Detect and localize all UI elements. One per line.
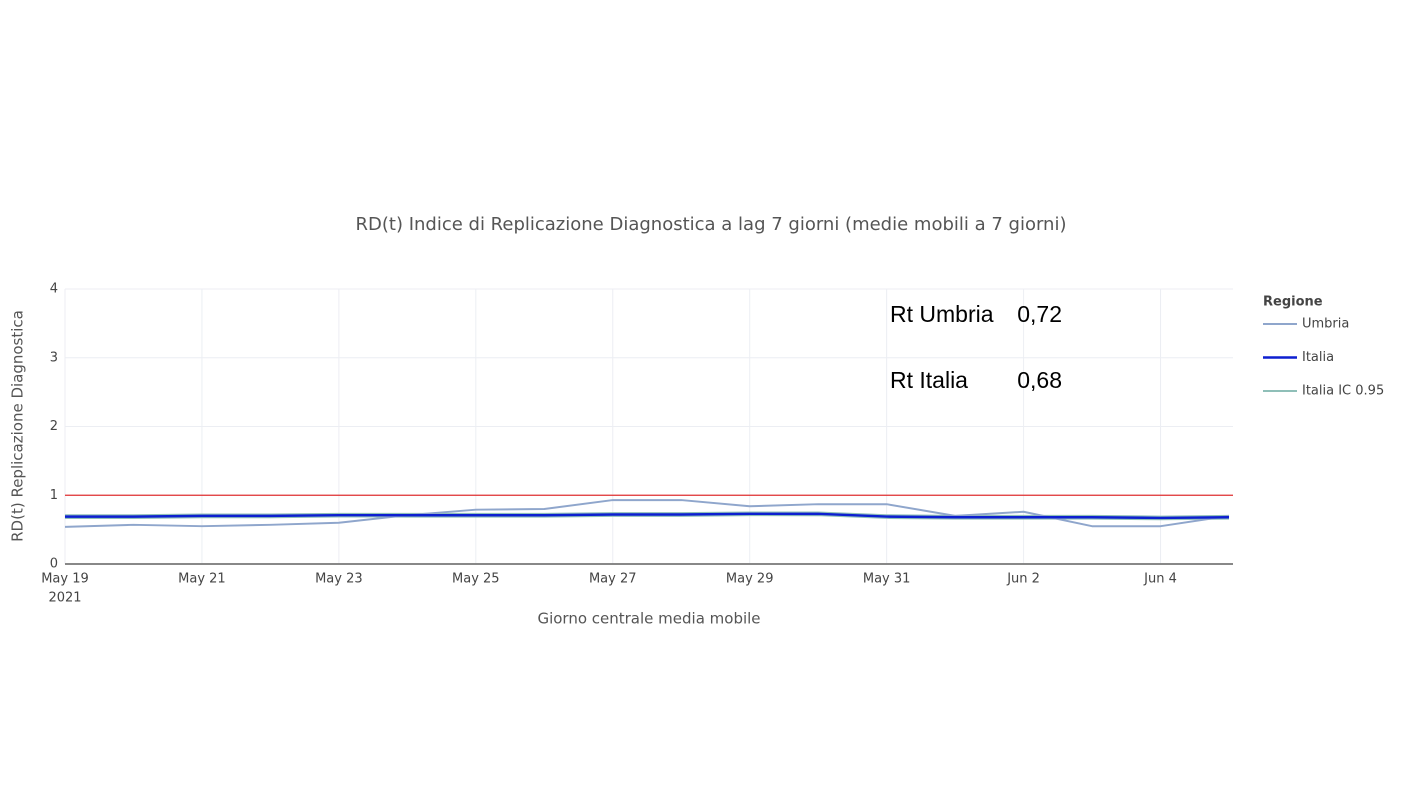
chart-title: RD(t) Indice di Replicazione Diagnostica… [356,214,1067,235]
series-line [65,512,1230,520]
series-line [65,514,1230,521]
legend-label: Umbria [1302,317,1349,332]
x-tick-label: May 31 [863,572,911,587]
y-tick-label: 0 [50,557,58,572]
x-tick-label: Jun 4 [1143,572,1177,587]
x-tick-label: May 25 [452,572,500,587]
x-tick-label: May 27 [589,572,637,587]
y-axis-label: RD(t) Replicazione Diagnostica [9,310,27,542]
x-tick-label: Jun 2 [1006,572,1040,587]
x-tick-label: May 29 [726,572,774,587]
series-line [64,499,1230,528]
legend-title: Regione [1263,295,1323,310]
y-tick-label: 3 [50,350,58,365]
y-tick-label: 1 [50,488,58,503]
x-tick-label: May 21 [178,572,226,587]
annotation-label: Rt Umbria [890,301,994,327]
y-tick-label: 2 [50,419,58,434]
legend-label: Italia [1302,350,1334,365]
annotation-value: 0,72 [1017,301,1062,327]
x-tick-label: May 19 [41,572,89,587]
x-axis-label: Giorno centrale media mobile [537,610,760,628]
x-tick-sublabel: 2021 [48,591,81,606]
legend-label: Italia IC 0.95 [1302,384,1384,399]
y-tick-label: 4 [50,282,58,297]
annotation-value: 0,68 [1017,367,1062,393]
annotation-label: Rt Italia [890,367,968,393]
x-tick-label: May 23 [315,572,363,587]
series-line [65,511,1230,518]
